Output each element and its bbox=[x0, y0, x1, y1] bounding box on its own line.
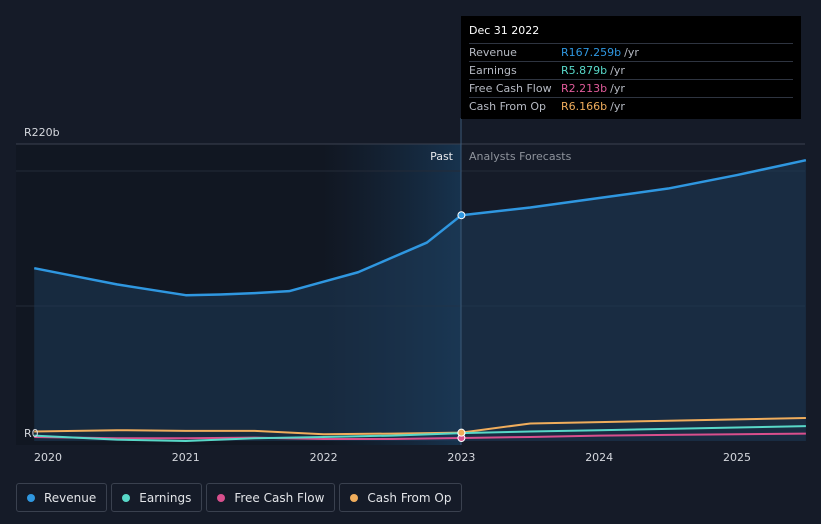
y-tick-label: R0 bbox=[24, 427, 39, 440]
legend-label: Revenue bbox=[44, 490, 97, 505]
x-tick-label: 2020 bbox=[34, 451, 62, 464]
legend-item-earnings[interactable]: Earnings bbox=[111, 483, 203, 512]
tooltip-row-label: Revenue bbox=[469, 46, 517, 59]
highlight-markers bbox=[457, 211, 466, 443]
series-line-free-cash-flow bbox=[34, 432, 806, 440]
tooltip-row: Earnings R5.879b/yr bbox=[469, 61, 793, 79]
tooltip-row-value: R6.166b bbox=[561, 100, 608, 113]
forecast-label: Analysts Forecasts bbox=[469, 150, 572, 163]
tooltip-row-value: R5.879b bbox=[561, 64, 608, 77]
revenue-area-fill bbox=[34, 160, 806, 441]
tooltip-row-label: Earnings bbox=[469, 64, 517, 77]
legend-dot-icon bbox=[27, 493, 35, 502]
legend-item-free-cash-flow[interactable]: Free Cash Flow bbox=[206, 483, 336, 512]
legend-item-cash-from-op[interactable]: Cash From Op bbox=[339, 483, 463, 512]
tooltip: Dec 31 2022 Revenue R167.259b/yr Earnings R… bbox=[461, 16, 801, 119]
legend-label: Earnings bbox=[139, 490, 192, 505]
legend: Revenue Earnings Free Cash Flow Cash From O… bbox=[16, 483, 463, 512]
x-tick-label: 2023 bbox=[447, 451, 475, 464]
tooltip-row-label: Cash From Op bbox=[469, 100, 547, 113]
x-tick-label: 2022 bbox=[310, 451, 338, 464]
x-tick-label: 2025 bbox=[723, 451, 751, 464]
series-line-earnings bbox=[34, 425, 806, 442]
legend-item-revenue[interactable]: Revenue bbox=[16, 483, 108, 512]
y-tick-label: R220b bbox=[24, 126, 60, 139]
chart: Past Analysts Forecasts R220b R0 2020 2021… bbox=[16, 118, 807, 464]
series-lines bbox=[33, 158, 807, 442]
series-line-cash-from-op bbox=[34, 417, 806, 436]
legend-label: Free Cash Flow bbox=[234, 490, 325, 505]
marker-revenue bbox=[457, 211, 466, 220]
tooltip-date: Dec 31 2022 bbox=[469, 24, 540, 37]
x-tick-label: 2024 bbox=[585, 451, 613, 464]
tooltip-row: Free Cash Flow R2.213b/yr bbox=[469, 79, 793, 97]
revenue-area bbox=[34, 160, 806, 441]
y-axis: R220b R0 bbox=[24, 126, 60, 440]
tooltip-row-label: Free Cash Flow bbox=[469, 82, 552, 95]
past-label: Past bbox=[430, 150, 454, 163]
tooltip-row-unit: /yr bbox=[624, 46, 639, 59]
legend-dot-icon bbox=[217, 493, 226, 502]
tooltip-row-unit: /yr bbox=[610, 82, 625, 95]
series-line-revenue bbox=[33, 158, 807, 297]
marker-cash-from-op bbox=[457, 428, 466, 437]
tooltip-row-unit: /yr bbox=[610, 100, 625, 113]
tooltip-row-value: R2.213b bbox=[561, 82, 608, 95]
tooltip-row-value: R167.259b bbox=[561, 46, 622, 59]
tooltip-row: Cash From Op R6.166b/yr bbox=[469, 97, 793, 115]
tooltip-row-unit: /yr bbox=[610, 64, 625, 77]
legend-dot-icon bbox=[122, 493, 131, 502]
legend-dot-icon bbox=[350, 493, 359, 502]
tooltip-row: Revenue R167.259b/yr bbox=[469, 43, 793, 61]
x-axis: 2020 2021 2022 2023 2024 2025 bbox=[34, 451, 751, 464]
x-tick-label: 2021 bbox=[172, 451, 200, 464]
legend-label: Cash From Op bbox=[367, 490, 452, 505]
